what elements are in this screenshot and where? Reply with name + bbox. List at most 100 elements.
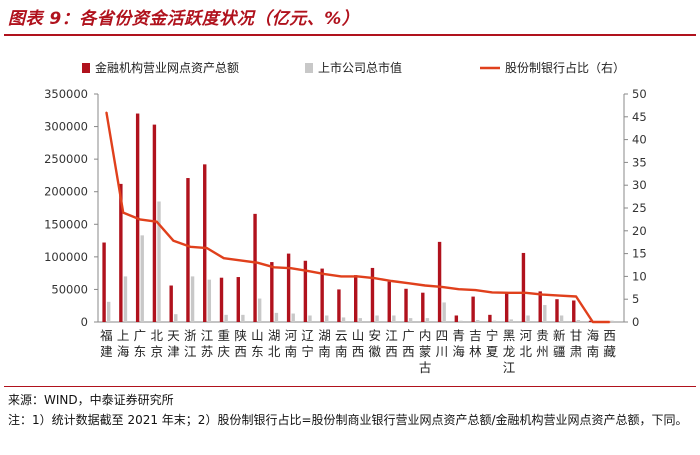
category-label-4: 北京 xyxy=(150,328,163,359)
legend-label-1: 上市公司总市值 xyxy=(318,60,402,75)
share-point-17 xyxy=(373,277,376,280)
bar-marketcap-4 xyxy=(157,201,161,322)
note-text: 注：1）统计数据截至 2021 年末；2）股份制银行占比=股份制商业银行营业网点… xyxy=(8,413,688,427)
legend-swatch-0 xyxy=(82,63,90,73)
bar-asset-10 xyxy=(253,213,257,322)
category-label-26: 河北 xyxy=(519,328,532,359)
share-point-29 xyxy=(575,295,577,298)
left-tick-label: 200000 xyxy=(44,185,88,199)
bar-asset-21 xyxy=(437,241,442,322)
share-point-4 xyxy=(155,220,158,223)
category-label-15: 云南 xyxy=(335,328,348,359)
share-point-24 xyxy=(491,291,493,294)
bar-asset-12 xyxy=(286,253,291,322)
bar-marketcap-31 xyxy=(610,320,614,322)
right-tick-label: 15 xyxy=(632,247,647,261)
category-label-23: 吉林 xyxy=(469,328,482,359)
category-label-25: 黑龙江 xyxy=(503,328,516,375)
right-tick-label: 20 xyxy=(632,224,647,238)
bar-asset-8 xyxy=(219,277,224,322)
category-label-10: 山东 xyxy=(251,328,264,359)
bar-marketcap-3 xyxy=(140,235,144,322)
bar-asset-2 xyxy=(119,183,123,322)
bar-marketcap-2 xyxy=(123,276,128,322)
category-label-1: 福建 xyxy=(100,328,113,359)
share-point-13 xyxy=(306,270,309,272)
bar-asset-9 xyxy=(236,277,240,322)
bar-asset-17 xyxy=(370,267,375,322)
bar-asset-1 xyxy=(102,242,106,322)
category-label-9: 陕西 xyxy=(234,328,247,359)
category-label-12: 河南 xyxy=(285,328,298,359)
bar-marketcap-28 xyxy=(559,315,564,322)
category-label-29: 甘肃 xyxy=(570,328,583,359)
bar-marketcap-12 xyxy=(291,313,295,322)
category-label-2: 上海 xyxy=(117,328,130,359)
share-point-9 xyxy=(239,259,242,262)
category-label-5: 天津 xyxy=(167,328,180,359)
source-text: 来源：WIND，中泰证券研究所 xyxy=(8,393,174,407)
left-tick-label: 350000 xyxy=(44,87,88,101)
bar-asset-27 xyxy=(538,291,542,322)
bar-asset-18 xyxy=(387,281,391,322)
bar-marketcap-5 xyxy=(174,314,178,322)
bar-asset-14 xyxy=(320,268,324,322)
bar-marketcap-22 xyxy=(459,320,463,322)
share-point-7 xyxy=(206,247,208,249)
bar-asset-23 xyxy=(471,296,475,322)
title-divider xyxy=(4,34,696,36)
share-point-30 xyxy=(592,321,594,323)
bar-asset-28 xyxy=(555,299,559,322)
left-tick-label: 0 xyxy=(81,315,88,329)
left-tick-label: 300000 xyxy=(44,120,88,134)
share-point-18 xyxy=(390,280,393,282)
bar-marketcap-23 xyxy=(476,320,480,322)
right-tick-label: 10 xyxy=(632,269,647,283)
bar-marketcap-18 xyxy=(392,315,396,322)
left-y-axis: 0 50000 100000 150000 200000 250000 300000 3500… xyxy=(44,87,624,329)
category-label-19: 广西 xyxy=(402,328,415,359)
share-point-14 xyxy=(323,273,326,275)
left-tick-label: 50000 xyxy=(51,282,88,296)
category-label-28: 新疆 xyxy=(553,328,566,359)
bar-asset-26 xyxy=(521,252,526,322)
share-line xyxy=(105,112,610,324)
category-label-27: 贵州 xyxy=(536,328,549,359)
bar-marketcap-25 xyxy=(509,319,513,322)
share-point-6 xyxy=(189,245,192,248)
category-label-22: 青海 xyxy=(452,328,465,359)
share-point-31 xyxy=(608,321,611,323)
right-tick-label: 50 xyxy=(632,87,647,101)
share-point-11 xyxy=(273,266,275,269)
category-label-8: 重庆 xyxy=(218,328,231,359)
right-tick-label: 40 xyxy=(632,133,647,147)
share-point-22 xyxy=(457,288,460,290)
bar-asset-19 xyxy=(404,288,408,322)
bar-asset-7 xyxy=(203,164,207,322)
share-point-8 xyxy=(223,257,225,259)
bar-asset-29 xyxy=(572,300,576,322)
category-label-6: 浙江 xyxy=(184,328,197,359)
bar-marketcap-1 xyxy=(106,301,111,322)
legend: 金融机构营业网点资产总额 上市公司总市值 股份制银行占比（右） xyxy=(82,60,625,75)
bar-asset-24 xyxy=(488,314,492,322)
right-y-axis: 0 5 10 15 20 25 30 35 40 45 50 xyxy=(623,87,647,329)
bar-marketcap-14 xyxy=(325,315,329,322)
left-tick-label: 250000 xyxy=(44,152,88,166)
bar-marketcap-24 xyxy=(492,320,497,322)
legend-swatch-1 xyxy=(305,63,313,73)
bars xyxy=(102,113,614,323)
category-label-30: 海南 xyxy=(587,328,600,359)
line-series xyxy=(105,111,611,324)
bar-marketcap-11 xyxy=(274,312,279,322)
bar-marketcap-17 xyxy=(375,315,379,322)
share-point-26 xyxy=(524,292,527,294)
category-label-24: 宁夏 xyxy=(486,328,499,359)
share-point-19 xyxy=(407,282,410,285)
category-label-18: 江西 xyxy=(385,328,398,359)
bar-marketcap-9 xyxy=(241,314,245,322)
share-point-25 xyxy=(508,292,510,294)
bar-marketcap-29 xyxy=(576,320,581,322)
bar-marketcap-21 xyxy=(442,302,446,322)
share-point-20 xyxy=(424,284,426,287)
